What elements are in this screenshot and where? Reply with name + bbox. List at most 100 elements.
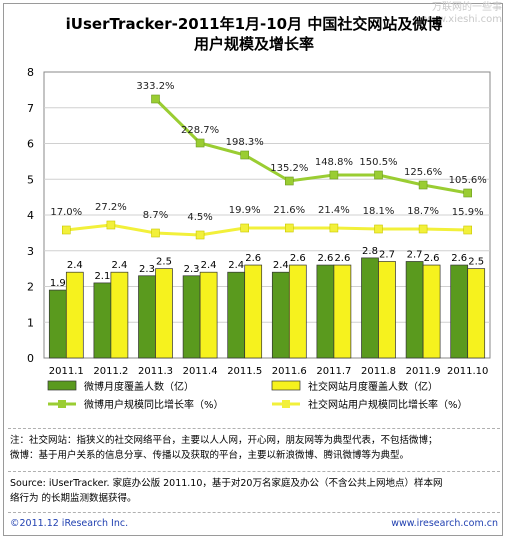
x-tick-label: 2011.6	[272, 366, 307, 377]
legend-swatch	[47, 380, 77, 391]
sns-growth-point	[418, 224, 428, 234]
weibo-growth-point	[240, 150, 249, 160]
bar-value-label: 2.6	[290, 253, 306, 264]
bar-value-label: 2.3	[139, 264, 155, 275]
weibo-growth-point	[195, 138, 205, 148]
legend-marker	[58, 400, 66, 408]
weibo-growth-point	[151, 94, 160, 104]
weibo-bar	[450, 264, 469, 359]
notes-separator	[8, 428, 500, 429]
bar-value-label: 2.3	[184, 264, 200, 275]
sns-growth-point	[151, 228, 160, 238]
sns-growth-label: 18.1%	[363, 206, 395, 217]
x-tick-label: 2011.3	[138, 366, 173, 377]
weibo-bar	[227, 271, 246, 359]
bar-value-label: 2.4	[111, 260, 127, 271]
bar-value-label: 2.7	[407, 249, 423, 260]
sns-bar	[110, 271, 129, 359]
sns-bar	[422, 264, 441, 359]
sns-growth-point	[374, 224, 383, 234]
bar-value-label: 2.6	[451, 253, 467, 264]
weibo-bar	[361, 257, 379, 359]
source-line2: 络行为 的长期监测数据获得。	[10, 493, 137, 504]
legend-label: 社交网站月度覆盖人数（亿）	[308, 380, 438, 393]
footer-separator	[8, 512, 500, 513]
weibo-bar	[138, 275, 156, 359]
sns-bar	[378, 261, 396, 359]
bar-value-label: 2.5	[468, 257, 484, 268]
weibo-growth-label: 125.6%	[404, 167, 442, 178]
sns-bar	[244, 264, 263, 359]
y-tick-label: 5	[27, 173, 34, 186]
sns-growth-label: 19.9%	[229, 205, 261, 216]
y-tick-label: 1	[27, 316, 34, 329]
y-tick-label: 2	[27, 281, 34, 294]
weibo-growth-point	[374, 170, 383, 180]
weibo-growth-point	[463, 188, 473, 198]
weibo-bar	[93, 282, 112, 359]
chart-title-line2: 用户规模及增长率	[193, 35, 314, 53]
weibo-bar	[405, 261, 424, 359]
sns-growth-point	[329, 223, 339, 233]
website-link[interactable]: www.iresearch.com.cn	[391, 518, 498, 529]
notes-line1: 注：社交网站：指狭义的社交网络平台，主要以人人网，开心网，朋友网等为典型代表，不…	[10, 435, 438, 446]
sns-bar	[333, 264, 352, 359]
legend-swatch	[271, 380, 301, 391]
sns-growth-label: 8.7%	[143, 210, 168, 221]
legend-label: 微博用户规模同比增长率（%）	[84, 398, 224, 411]
x-tick-label: 2011.1	[49, 366, 84, 377]
weibo-growth-label: 105.6%	[449, 175, 487, 186]
sns-growth-label: 17.0%	[50, 207, 82, 218]
bar-value-label: 2.6	[424, 253, 440, 264]
sns-growth-point	[240, 223, 249, 233]
y-tick-label: 8	[27, 66, 34, 79]
source-line1: Source: iUserTracker. 家庭办公版 2011.10，基于对2…	[10, 478, 443, 489]
sns-growth-line	[66, 223, 468, 237]
footer: ©2011.12 iResearch Inc. www.iresearch.co…	[10, 518, 498, 529]
y-tick-label: 3	[27, 245, 34, 258]
sns-bar	[199, 271, 218, 359]
bar-value-label: 2.4	[67, 260, 83, 271]
source: Source: iUserTracker. 家庭办公版 2011.10，基于对2…	[10, 476, 498, 506]
bar-value-label: 1.9	[50, 278, 66, 289]
sns-growth-label: 21.4%	[318, 205, 350, 216]
x-tick-label: 2011.10	[447, 366, 488, 377]
x-tick-label: 2011.9	[406, 366, 441, 377]
legend-label: 社交网站用户规模同比增长率（%）	[308, 398, 468, 411]
watermark-line2: www.xieshi.com	[421, 14, 502, 25]
source-separator	[8, 471, 500, 472]
watermark: 万联网的一些事 www.xieshi.com	[421, 2, 502, 26]
y-tick-label: 6	[27, 138, 34, 151]
bar-value-label: 2.4	[273, 260, 289, 271]
bar-value-label: 2.4	[228, 260, 244, 271]
notes: 注：社交网站：指狭义的社交网络平台，主要以人人网，开心网，朋友网等为典型代表，不…	[10, 433, 498, 463]
weibo-growth-label: 333.2%	[136, 81, 174, 92]
y-tick-label: 7	[27, 102, 34, 115]
weibo-growth-label: 148.8%	[315, 157, 353, 168]
sns-bar	[65, 271, 84, 359]
weibo-growth-point	[418, 180, 428, 190]
weibo-bar	[182, 275, 201, 359]
bar-value-label: 2.4	[201, 260, 217, 271]
bar-value-label: 2.6	[317, 253, 333, 264]
y-tick-label: 0	[27, 352, 34, 365]
sns-bar	[155, 268, 173, 359]
bar-value-label: 2.6	[245, 253, 261, 264]
sns-bar	[467, 268, 486, 359]
x-tick-label: 2011.2	[93, 366, 128, 377]
weibo-growth-label: 135.2%	[270, 163, 308, 174]
sns-bar	[288, 264, 307, 359]
sns-growth-label: 21.6%	[273, 205, 305, 216]
y-tick-label: 4	[27, 209, 34, 222]
x-tick-label: 2011.7	[316, 366, 351, 377]
weibo-growth-point	[329, 170, 339, 180]
notes-line2: 微博：基于用户关系的信息分享、传播以及获取的平台，主要以新浪微博、腾讯微博等为典…	[10, 450, 410, 461]
x-tick-label: 2011.5	[227, 366, 262, 377]
weibo-bar	[48, 289, 67, 359]
weibo-growth-label: 150.5%	[359, 157, 397, 168]
sns-growth-label: 27.2%	[95, 202, 127, 213]
bar-value-label: 2.6	[334, 253, 350, 264]
chart-frame	[3, 3, 503, 536]
weibo-growth-label: 228.7%	[181, 125, 219, 136]
bar-value-label: 2.5	[156, 257, 172, 268]
